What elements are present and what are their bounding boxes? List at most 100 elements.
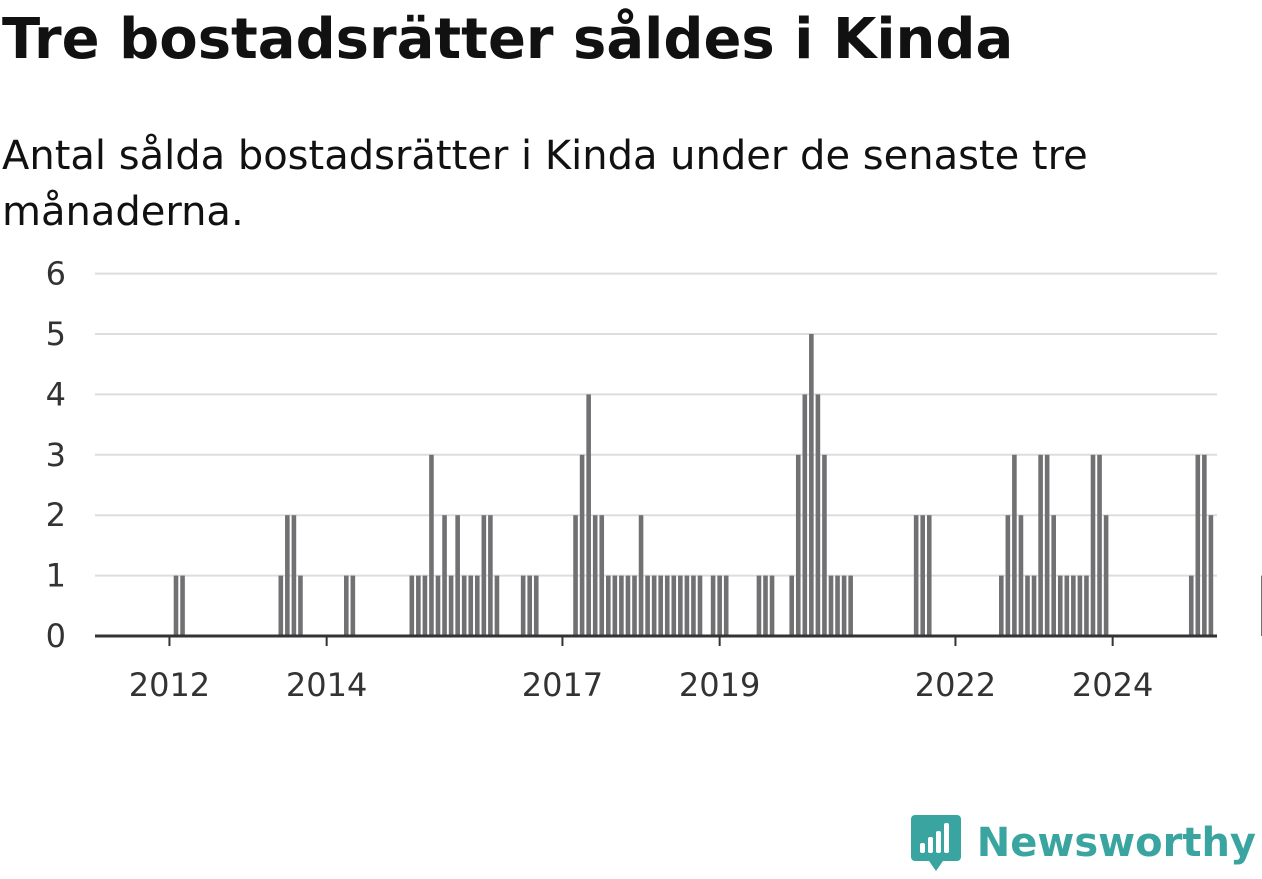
- bar: [1202, 454, 1207, 636]
- bar: [1044, 454, 1050, 636]
- bar: [278, 575, 284, 636]
- bar: [409, 575, 415, 636]
- brand-name: Newsworthy: [976, 820, 1256, 866]
- bar: [475, 575, 480, 636]
- brand-logo: Newsworthy: [910, 815, 1256, 871]
- y-tick-label: 6: [46, 255, 66, 293]
- bar: [173, 575, 179, 636]
- bar: [1051, 515, 1056, 636]
- bar: [1208, 515, 1214, 636]
- bar: [442, 515, 447, 636]
- y-axis-ticks: 0 1 2 3 4 5 6: [46, 255, 66, 655]
- chart-title: Tre bostadsrätter såldes i Kinda: [2, 7, 1014, 72]
- bar: [1005, 515, 1011, 636]
- bar: [795, 454, 801, 636]
- bar: [658, 575, 663, 636]
- bar: [651, 575, 657, 636]
- bar: [841, 575, 847, 636]
- x-tick-label: 2022: [915, 666, 996, 700]
- y-tick-label: 4: [46, 375, 66, 413]
- bar: [638, 515, 644, 636]
- bar: [1097, 454, 1102, 636]
- bar: [1188, 575, 1194, 636]
- bar: [599, 515, 605, 636]
- x-axis-ticks: 2012 2014 2017 2019 2022 2024: [129, 636, 1153, 700]
- bar: [533, 575, 539, 636]
- y-tick-label: 5: [46, 315, 66, 353]
- bar: [416, 575, 421, 636]
- bar: [488, 515, 493, 636]
- bar: [763, 575, 768, 636]
- bar: [664, 575, 670, 636]
- bar: [1090, 454, 1096, 636]
- x-tick-label: 2017: [522, 666, 603, 700]
- bar: [999, 575, 1004, 636]
- newsworthy-logo-icon: [910, 815, 961, 871]
- bar: [828, 575, 834, 636]
- bar: [1084, 575, 1089, 636]
- bar: [481, 515, 487, 636]
- bar: [1071, 575, 1076, 636]
- bar: [835, 575, 840, 636]
- y-tick-label: 3: [46, 436, 66, 474]
- bar: [527, 575, 532, 636]
- bar: [1012, 454, 1017, 636]
- bar: [494, 575, 500, 636]
- bar: [769, 575, 775, 636]
- bar: [1195, 454, 1201, 636]
- x-tick-label: 2024: [1072, 666, 1153, 700]
- bar: [913, 515, 919, 636]
- bar: [717, 575, 722, 636]
- bar: [435, 575, 441, 636]
- bar: [678, 575, 683, 636]
- y-tick-label: 0: [46, 617, 66, 655]
- bar: [645, 575, 650, 636]
- chart-subtitle: Antal sålda bostadsrätter i Kinda under …: [2, 133, 1088, 235]
- bar: [1038, 454, 1043, 636]
- bar: [344, 575, 349, 636]
- bar: [1031, 575, 1037, 636]
- bar: [592, 515, 598, 636]
- bar: [822, 454, 827, 636]
- bar: [671, 575, 677, 636]
- grid-lines: [95, 272, 1217, 577]
- bar: [697, 575, 703, 636]
- y-tick-label: 2: [46, 496, 66, 534]
- bar: [723, 575, 729, 636]
- bar: [815, 394, 821, 636]
- bar: [579, 454, 585, 636]
- bar: [625, 575, 631, 636]
- x-tick-label: 2019: [679, 666, 760, 700]
- bar: [448, 575, 454, 636]
- bar: [691, 575, 696, 636]
- x-tick-label: 2012: [129, 666, 210, 700]
- bar: [291, 515, 297, 636]
- bar: [350, 575, 356, 636]
- bar: [1018, 515, 1024, 636]
- bar: [1064, 575, 1070, 636]
- bar: [180, 575, 185, 636]
- y-tick-label: 1: [46, 557, 66, 595]
- bar: [468, 575, 474, 636]
- bar: [461, 575, 467, 636]
- bar: [298, 575, 303, 636]
- bar: [756, 575, 762, 636]
- bar: [926, 515, 932, 636]
- bar: [520, 575, 526, 636]
- bar: [684, 575, 690, 636]
- bar: [606, 575, 611, 636]
- bar: [1103, 515, 1109, 636]
- bar: [1077, 575, 1083, 636]
- bar: [1057, 575, 1063, 636]
- bar: [612, 575, 618, 636]
- bar: [285, 515, 290, 636]
- bar: [802, 394, 808, 636]
- bar: [586, 394, 591, 636]
- bar: [422, 575, 428, 636]
- bar: [809, 334, 814, 636]
- bar: [1025, 575, 1030, 636]
- bar: [710, 575, 716, 636]
- bar: [848, 575, 853, 636]
- bar: [573, 515, 578, 636]
- bar-chart: 0 1 2 3 4 5 6 2012 2 0 1 4 2017 2019 2022 2024 3: [46, 255, 1262, 700]
